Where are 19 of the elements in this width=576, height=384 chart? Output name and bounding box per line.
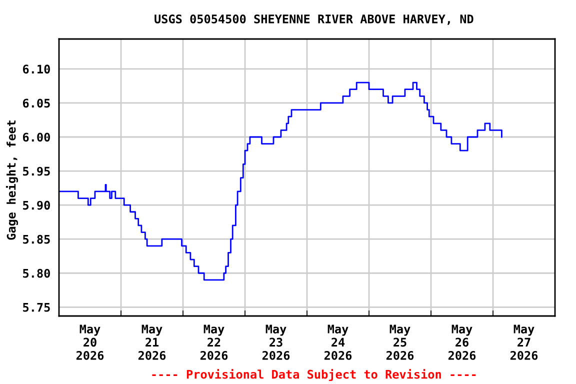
- x-tick-label: May 23 2026: [262, 324, 290, 360]
- x-tick-label: May 24 2026: [324, 324, 352, 360]
- x-tick-label: May 20 2026: [76, 324, 104, 360]
- x-tick-label: May 27 2026: [510, 324, 538, 360]
- y-tick-label: 6.05: [22, 98, 50, 108]
- y-tick-label: 5.95: [23, 166, 50, 176]
- x-tick-label: May 22 2026: [200, 324, 228, 360]
- x-tick-label: May 26 2026: [448, 324, 476, 360]
- y-tick-label: 5.85: [23, 234, 50, 244]
- chart-title: USGS 05054500 SHEYENNE RIVER ABOVE HARVEY, ND: [154, 14, 474, 25]
- y-axis-title: Gage height, feet: [6, 120, 18, 240]
- y-tick-label: 5.75: [23, 303, 50, 312]
- x-tick-label: May 25 2026: [386, 324, 414, 360]
- y-tick-label: 6.10: [22, 64, 50, 74]
- text: ---- Provisional Data Subject to Revision ----: [152, 368, 476, 382]
- y-tick-label: 5.90: [23, 200, 50, 210]
- y-tick-label: 6.00: [22, 132, 50, 142]
- x-tick-label: May 21 2026: [138, 324, 166, 360]
- y-tick-label: 5.80: [23, 268, 50, 278]
